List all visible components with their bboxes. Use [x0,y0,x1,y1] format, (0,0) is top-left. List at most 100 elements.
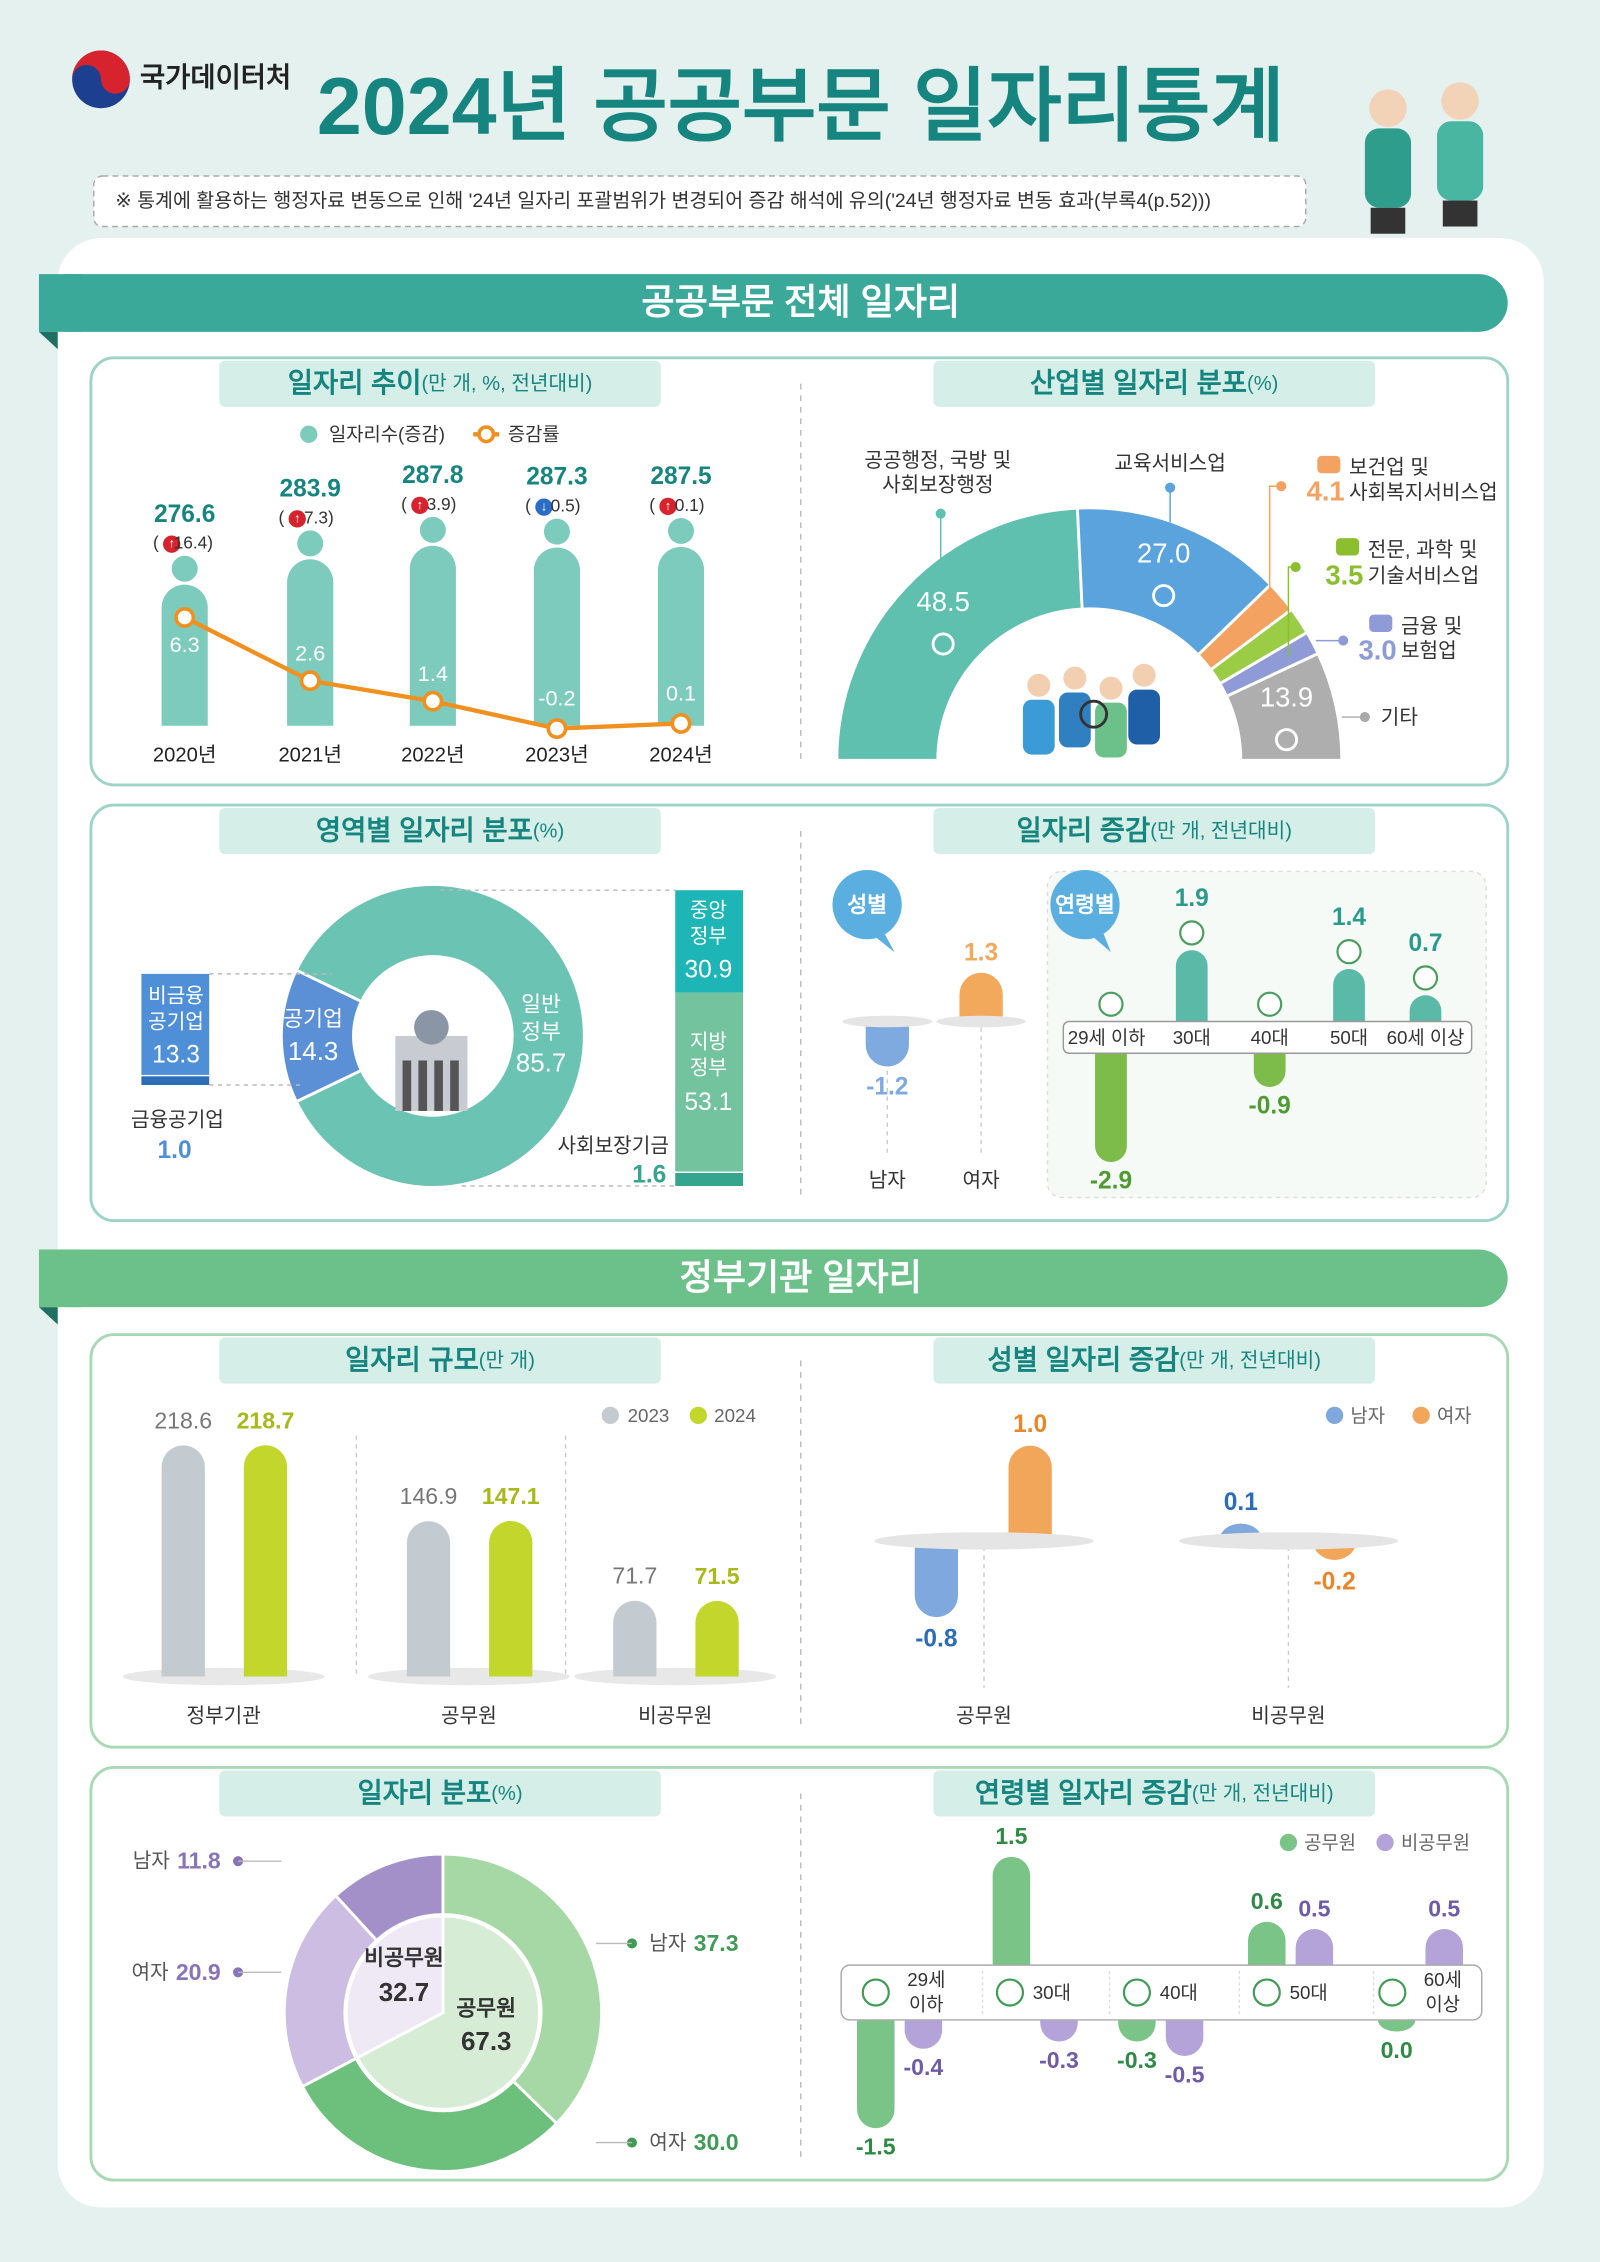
legend-male-swatch [1325,1406,1344,1425]
age-change-bar [1040,2019,1078,2042]
leader-dot [935,508,946,519]
arrow-up-icon [659,497,677,516]
age-bar [1409,995,1442,1022]
sector-chart-title-bg [219,807,661,855]
age-change-bar [992,1856,1031,1966]
age-label-box [840,1964,1483,2021]
age-change-chart-title: 연령별 일자리 증감(만 개, 전년대비) [975,1777,1334,1808]
paren: ( [278,507,284,527]
rate-point [422,690,444,712]
jobs-value: 287.8 [402,462,463,489]
title-text: 일자리 분포 [358,1777,492,1808]
outer-value: 37.3 [694,1930,739,1956]
rate-point [670,712,692,734]
title-unit: (만 개, %, 전년대비) [421,373,592,396]
age-label: 29세 이하 [1068,1027,1146,1048]
title-unit: (%) [533,821,564,843]
leader-dot [1359,712,1370,723]
bar-value: 53.1 [685,1089,733,1116]
age-change-value: -0.4 [904,2054,944,2080]
rate-value: 6.3 [170,632,200,657]
inner-label: 비공무원 [364,1945,444,1970]
legend-jobs-swatch [300,425,318,443]
slice-label: 교육서비스업 [1114,452,1225,475]
arrow-glyph: ↑ [665,498,671,513]
gender-value: -1.2 [866,1074,908,1101]
bar-label: 사회보장기금 [557,1134,668,1157]
badge-tail [1090,930,1111,953]
legend-2023-swatch [601,1406,619,1425]
legend-non-civil-servant: 비공무원 [1401,1832,1470,1853]
gender-bar [959,972,1003,1022]
outer-value: 30.0 [694,2129,739,2155]
slice-label: 보건업 및 [1349,456,1429,479]
legend-female-swatch [1412,1406,1430,1425]
job-change-chart-title: 일자리 증감(만 개, 전년대비) [1017,815,1292,846]
character-body-icon [1364,128,1412,208]
character-head-icon [1369,89,1407,127]
category-label: 비공무원 [1251,1704,1325,1727]
sector-chart-title: 영역별 일자리 분포(%) [316,815,564,846]
age-change-value: 0.0 [1381,2037,1413,2063]
trend-chart-title-bg [219,360,661,407]
building-emblem-icon [414,1009,449,1045]
industry-chart-title: 산업별 일자리 분포(%) [1030,367,1278,398]
gender-change-value: -0.8 [915,1626,957,1653]
age-change-bar [1377,2019,1416,2032]
outer-value: 11.8 [177,1848,221,1874]
scale-chart-title-bg [219,1337,661,1384]
jobs-bar [533,547,581,726]
person-icon [1027,673,1051,697]
age-label: 이하 [909,1993,944,2014]
outer-label-text: 남자 [649,1932,687,1955]
age-change-bar [857,2019,895,2129]
magnifier-icon [1079,699,1109,729]
slice-label: 기술서비스업 [1368,564,1479,587]
slice-value: 3.0 [1359,634,1397,665]
arrow-glyph: ↑ [168,536,174,551]
jobs-value: 287.3 [526,464,587,491]
character-legs-icon [1370,207,1406,234]
person-icon-body [1059,692,1091,748]
jobs-value: 276.6 [154,501,215,528]
scale-value: 218.6 [154,1407,212,1433]
section-government-fold [38,1307,58,1325]
title-text: 산업별 일자리 분포 [1030,367,1247,398]
central-government-bar [675,890,744,993]
title-text: 일자리 추이 [288,367,422,398]
distribution-chart-title-bg [219,1770,661,1817]
gender-label: 여자 [963,1169,1001,1192]
slice-value: 14.3 [288,1036,339,1066]
slice-value: 48.5 [916,586,969,617]
year-label: 2023년 [525,743,588,766]
scale-value: 146.9 [400,1483,458,1509]
rate-value: -0.2 [538,685,575,710]
bar-platform [574,1667,777,1686]
title-text: 성별 일자리 증감 [988,1344,1180,1375]
title-text: 연령별 일자리 증감 [975,1777,1192,1808]
bar-platform [122,1667,325,1686]
gender-value: 1.3 [964,939,998,966]
financial-enterprise-bar [141,1076,210,1085]
legend-male: 남자 [1350,1405,1385,1426]
gender-change-value: 0.1 [1224,1489,1258,1516]
gender-change-chart-title: 성별 일자리 증감(만 개, 전년대비) [988,1344,1321,1375]
person-icon [1412,965,1439,991]
person-icon [1132,663,1156,687]
section-government-title: 정부기관 일자리 [680,1256,922,1297]
logo-icon-red [72,50,130,94]
gender-badge [832,870,902,940]
person-icon [1063,666,1087,690]
age-value: 0.7 [1408,930,1442,957]
outer-label-text: 여자 [131,1961,169,1984]
slice-label: 금융 및 [1401,615,1462,638]
gender-change-value: 1.0 [1013,1411,1047,1438]
leader-dot [1165,482,1176,493]
legend-non-civil-servant-swatch [1376,1833,1394,1852]
leader-dot [1276,481,1287,492]
person-icon [1257,991,1283,1017]
gender-change-chart-title-bg [933,1337,1375,1384]
jobs-bar-head [297,530,324,557]
jobs-change-value: 16.4) [174,533,213,553]
